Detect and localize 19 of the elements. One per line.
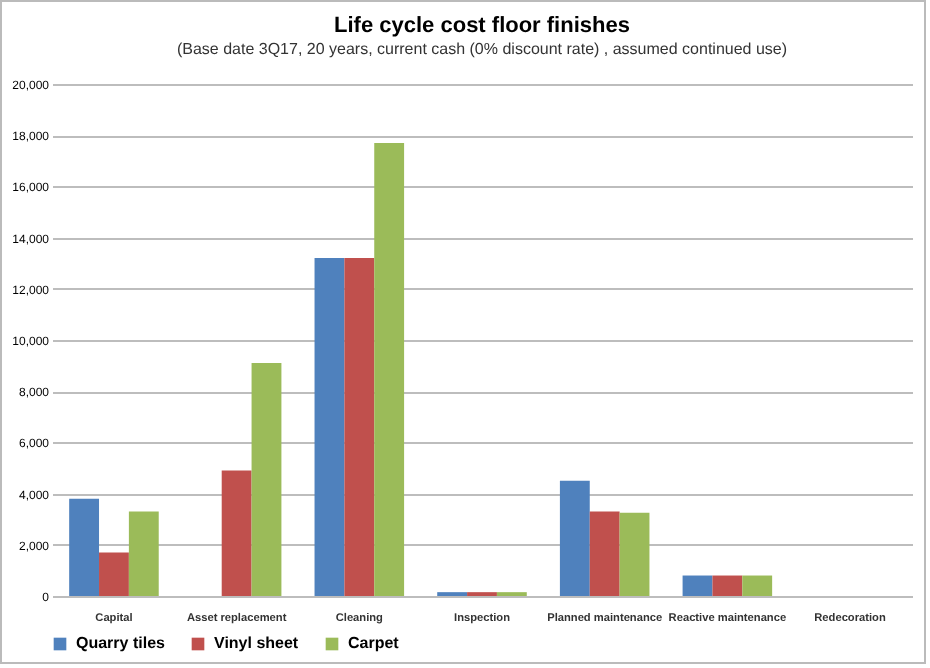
bar — [682, 575, 713, 596]
bar — [69, 498, 100, 596]
bar — [559, 480, 590, 596]
bar — [221, 470, 252, 596]
chart-title: Life cycle cost floor finishes — [334, 14, 630, 38]
chart-subtitle: (Base date 3Q17, 20 years, current cash (0% discount rate) , assumed continued use) — [176, 40, 788, 58]
legend-label: Quarry tiles — [76, 634, 167, 652]
bar — [619, 512, 650, 596]
bar — [374, 142, 405, 596]
bar — [589, 511, 620, 596]
bar — [99, 552, 129, 596]
legend-label: Carpet — [348, 634, 400, 652]
bar — [344, 258, 375, 596]
bar — [712, 575, 743, 596]
legend-label: Vinyl sheet — [214, 634, 299, 652]
bar — [251, 363, 282, 596]
bar — [128, 511, 159, 596]
bar — [742, 575, 773, 596]
bar — [314, 258, 345, 596]
